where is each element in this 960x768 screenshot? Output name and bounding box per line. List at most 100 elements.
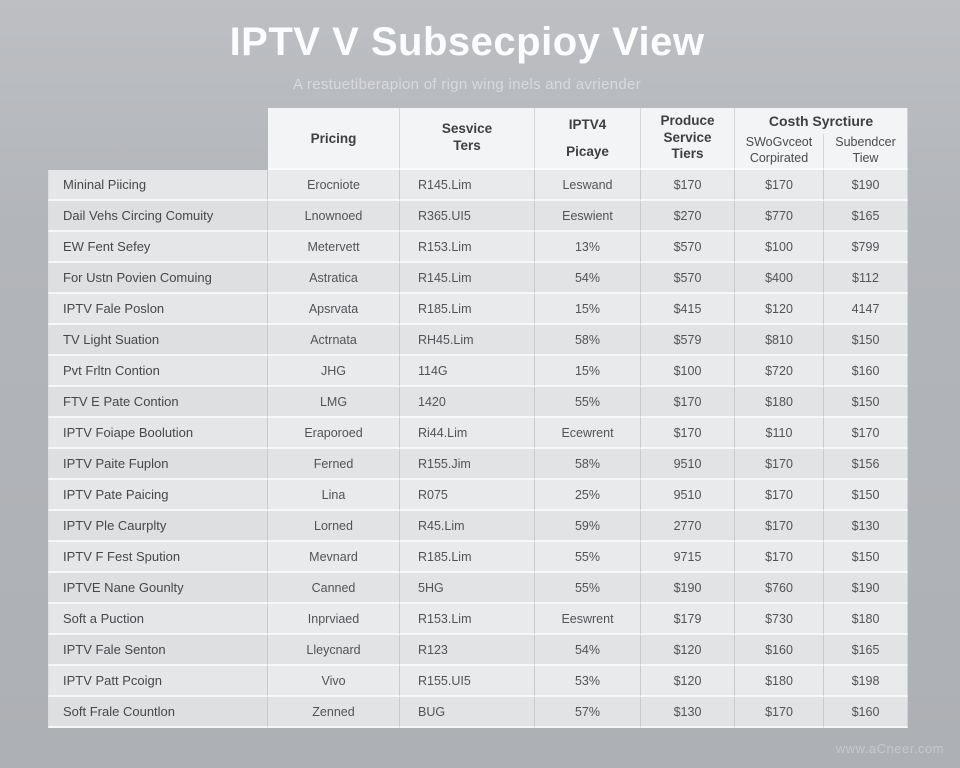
cell-costh-tiew: $150	[824, 387, 908, 418]
table-row: FTV E Pate Contion LMG 1420 55% $170 $18…	[48, 387, 908, 418]
cell-pricing: Erocniote	[268, 170, 400, 201]
cell-produce-service-tiers: $170	[641, 170, 735, 201]
row-label: EW Fent Sefey	[48, 232, 268, 263]
cell-pricing: Apsrvata	[268, 294, 400, 325]
cell-costh-tiew: $180	[824, 604, 908, 635]
cell-pricing: Vivo	[268, 666, 400, 697]
cell-pricing: LMG	[268, 387, 400, 418]
cell-sesvice-ters: R155.Jim	[400, 449, 535, 480]
cell-sesvice-ters: R45.Lim	[400, 511, 535, 542]
cell-costh-tiew: $160	[824, 697, 908, 728]
cell-produce-service-tiers: $170	[641, 387, 735, 418]
table-row: IPTV Fale Senton Lleycnard R123 54% $120…	[48, 635, 908, 666]
row-label: Dail Vehs Circing Comuity	[48, 201, 268, 232]
cell-costh-tiew: 4147	[824, 294, 908, 325]
page-title: IPTV V Subsecpioy View	[229, 20, 705, 64]
row-label: IPTV Pate Paicing	[48, 480, 268, 511]
cell-costh-tiew: $165	[824, 635, 908, 666]
cell-costh-corpirated: $170	[735, 542, 824, 573]
cell-costh-corpirated: $720	[735, 356, 824, 387]
cell-sesvice-ters: R365.UI5	[400, 201, 535, 232]
cell-produce-service-tiers: $120	[641, 666, 735, 697]
cell-sesvice-ters: R153.Lim	[400, 232, 535, 263]
cell-sesvice-ters: R145.Lim	[400, 263, 535, 294]
cell-costh-corpirated: $170	[735, 697, 824, 728]
cell-produce-service-tiers: $415	[641, 294, 735, 325]
cell-iptv4-picaye: Leswand	[535, 170, 641, 201]
cell-costh-corpirated: $160	[735, 635, 824, 666]
row-label: TV Light Suation	[48, 325, 268, 356]
cell-iptv4-picaye: 55%	[535, 542, 641, 573]
cell-costh-corpirated: $120	[735, 294, 824, 325]
cell-costh-tiew: $198	[824, 666, 908, 697]
cell-produce-service-tiers: $170	[641, 418, 735, 449]
cell-iptv4-picaye: 58%	[535, 325, 641, 356]
row-label: IPTVE Nane Gounlty	[48, 573, 268, 604]
row-label: For Ustn Povien Comuing	[48, 263, 268, 294]
table-row: Soft a Puction Inprviaed R153.Lim Eeswre…	[48, 604, 908, 635]
cell-costh-tiew: $150	[824, 480, 908, 511]
header-row-sub: SWoGvceot Corpirated Subendcer Tiew	[48, 134, 908, 170]
row-label: Mininal Piicing	[48, 170, 268, 201]
cell-produce-service-tiers: $190	[641, 573, 735, 604]
row-label: IPTV F Fest Spution	[48, 542, 268, 573]
column-header-sesvice-ters: Sesvice Ters	[400, 108, 535, 170]
cell-sesvice-ters: RH45.Lim	[400, 325, 535, 356]
cell-sesvice-ters: BUG	[400, 697, 535, 728]
cell-pricing: Ferned	[268, 449, 400, 480]
row-label: IPTV Paite Fuplon	[48, 449, 268, 480]
cell-sesvice-ters: R155.UI5	[400, 666, 535, 697]
row-label: FTV E Pate Contion	[48, 387, 268, 418]
cell-iptv4-picaye: 58%	[535, 449, 641, 480]
cell-sesvice-ters: R185.Lim	[400, 542, 535, 573]
table-row: IPTV Fale Poslon Apsrvata R185.Lim 15% $…	[48, 294, 908, 325]
cell-produce-service-tiers: $579	[641, 325, 735, 356]
cell-costh-tiew: $165	[824, 201, 908, 232]
row-label: IPTV Ple Caurplty	[48, 511, 268, 542]
cell-pricing: Lleycnard	[268, 635, 400, 666]
cell-pricing: Canned	[268, 573, 400, 604]
row-label: IPTV Foiape Boolution	[48, 418, 268, 449]
table-header: Pricing Sesvice Ters IPTV4 Picaye Produc…	[48, 108, 908, 170]
cell-costh-corpirated: $810	[735, 325, 824, 356]
table-row: IPTV Pate Paicing Lina R075 25% 9510 $17…	[48, 480, 908, 511]
cell-sesvice-ters: 1420	[400, 387, 535, 418]
table-row: Mininal Piicing Erocniote R145.Lim Leswa…	[48, 170, 908, 201]
cell-costh-corpirated: $400	[735, 263, 824, 294]
cell-costh-corpirated: $100	[735, 232, 824, 263]
cell-pricing: Lina	[268, 480, 400, 511]
column-header-iptv4-picaye: IPTV4 Picaye	[535, 108, 641, 170]
cell-produce-service-tiers: 9715	[641, 542, 735, 573]
watermark: www.aCneer.com	[835, 741, 944, 756]
cell-costh-tiew: $112	[824, 263, 908, 294]
cell-produce-service-tiers: $120	[641, 635, 735, 666]
cell-iptv4-picaye: Ecewrent	[535, 418, 641, 449]
cell-iptv4-picaye: 13%	[535, 232, 641, 263]
table-row: IPTV Paite Fuplon Ferned R155.Jim 58% 95…	[48, 449, 908, 480]
table-row: EW Fent Sefey Metervett R153.Lim 13% $57…	[48, 232, 908, 263]
cell-pricing: Eraporoed	[268, 418, 400, 449]
table-row: TV Light Suation Actrnata RH45.Lim 58% $…	[48, 325, 908, 356]
cell-pricing: Lnownoed	[268, 201, 400, 232]
cell-pricing: Actrnata	[268, 325, 400, 356]
table-row: IPTVE Nane Gounlty Canned 5HG 55% $190 $…	[48, 573, 908, 604]
cell-costh-corpirated: $170	[735, 480, 824, 511]
cell-pricing: Astratica	[268, 263, 400, 294]
cell-costh-tiew: $130	[824, 511, 908, 542]
cell-iptv4-picaye: 55%	[535, 573, 641, 604]
column-header-subendcer-tiew: Subendcer Tiew	[824, 134, 908, 170]
cell-costh-corpirated: $170	[735, 170, 824, 201]
page-subtitle: A restuetiberapion of rign wing inels an…	[292, 76, 641, 93]
pricing-table: Pricing Sesvice Ters IPTV4 Picaye Produc…	[48, 108, 908, 728]
cell-iptv4-picaye: 55%	[535, 387, 641, 418]
cell-sesvice-ters: Ri44.Lim	[400, 418, 535, 449]
cell-costh-tiew: $156	[824, 449, 908, 480]
column-header-produce-service-tiers: Produce Service Tiers	[641, 108, 735, 170]
cell-pricing: Metervett	[268, 232, 400, 263]
cell-produce-service-tiers: $130	[641, 697, 735, 728]
cell-pricing: Mevnard	[268, 542, 400, 573]
cell-iptv4-picaye: 54%	[535, 635, 641, 666]
cell-produce-service-tiers: 2770	[641, 511, 735, 542]
cell-pricing: Lorned	[268, 511, 400, 542]
row-label: Soft Frale Countlon	[48, 697, 268, 728]
